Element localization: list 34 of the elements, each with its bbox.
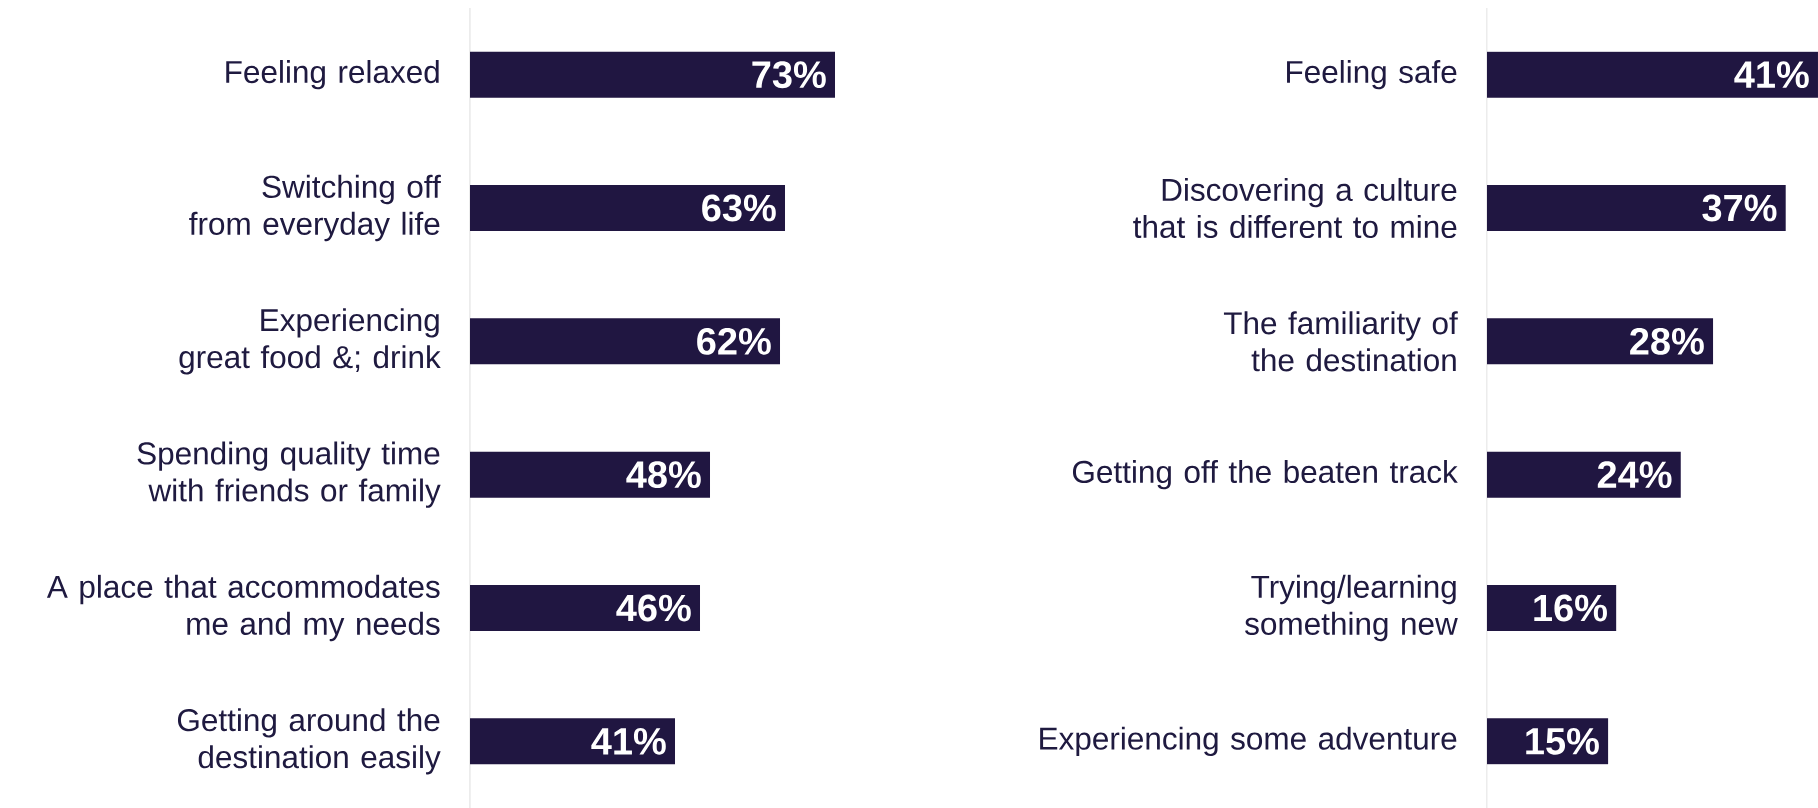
- y-tick-label: A place that accommodates me and my needs: [46, 574, 440, 642]
- bar: [1487, 451, 1681, 498]
- bar: [470, 185, 785, 231]
- y-tick-label: Experiencing great food &; drink: [179, 308, 441, 375]
- y-tick-label: Getting around the destination easily: [177, 708, 441, 775]
- y-tick-label: Experiencing some adventure: [1040, 726, 1457, 757]
- y-tick-label: The familiarity of the destination: [1223, 311, 1458, 372]
- y-tick-label: Feeling safe: [1287, 59, 1457, 90]
- y-tick-label: Switching off from everyday life: [189, 174, 441, 242]
- bar: [470, 585, 700, 631]
- y-tick-label: Discovering a culture that is different to mine: [1133, 177, 1457, 239]
- bar: [470, 318, 781, 365]
- y-tick-label: Spending quality time with friends or family: [137, 441, 441, 508]
- data-label: 46%: [616, 594, 691, 622]
- data-label: 48%: [626, 461, 701, 489]
- data-label: 15%: [1526, 727, 1599, 755]
- bar: [470, 451, 711, 498]
- data-label: 24%: [1597, 461, 1672, 489]
- bar: [470, 51, 836, 98]
- data-label: 37%: [1702, 194, 1777, 222]
- y-tick-label: Getting off the beaten track: [1072, 459, 1458, 490]
- data-label: 41%: [1734, 61, 1809, 89]
- bar: [1487, 318, 1714, 365]
- bar: [470, 718, 676, 765]
- data-label: 41%: [591, 727, 666, 755]
- data-label: 73%: [752, 61, 826, 89]
- bar: [1487, 185, 1786, 231]
- y-tick-label: Feeling relaxed: [226, 59, 439, 90]
- y-tick-label: Trying/learning something new: [1245, 574, 1458, 642]
- data-label: 63%: [702, 194, 776, 222]
- data-label: 16%: [1534, 594, 1607, 622]
- data-label: 62%: [697, 327, 771, 355]
- data-label: 28%: [1630, 327, 1704, 355]
- bar: [1487, 51, 1818, 98]
